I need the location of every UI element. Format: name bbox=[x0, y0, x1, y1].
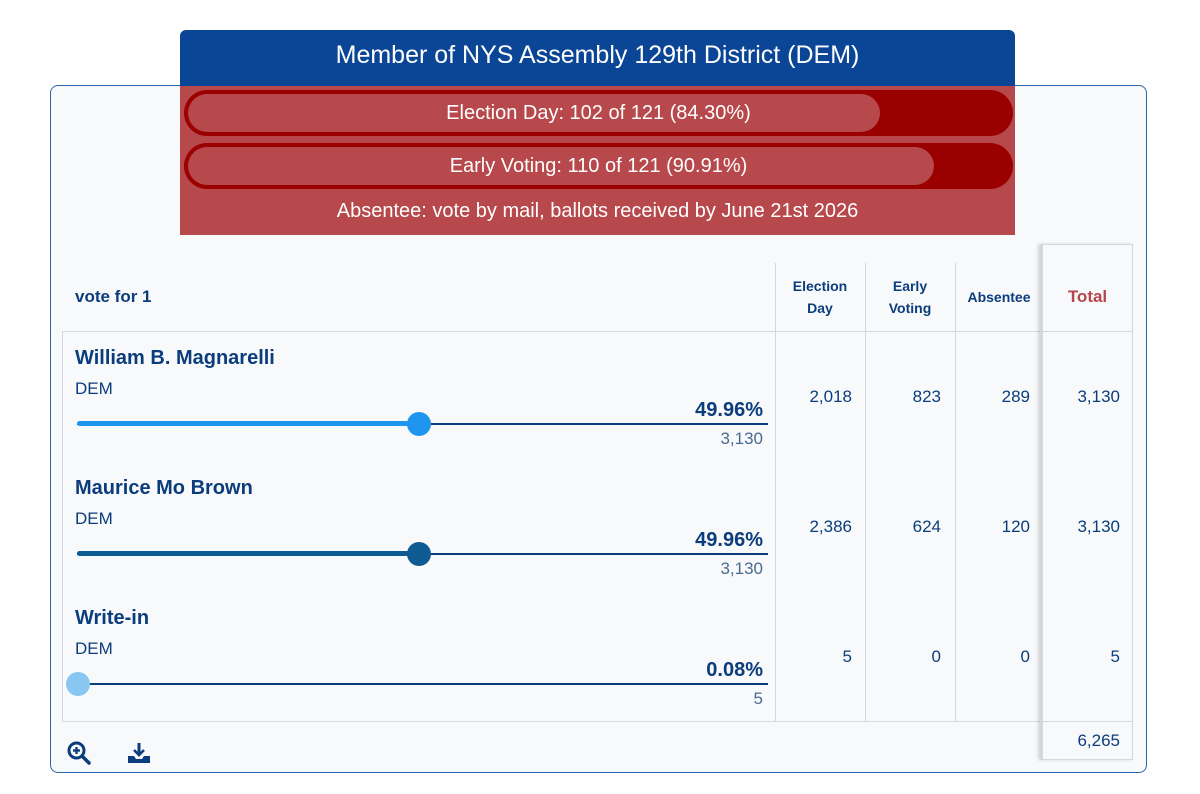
column-divider bbox=[775, 263, 776, 722]
column-header-election-day: Election Day bbox=[792, 278, 848, 316]
column-header-total: Total bbox=[1067, 287, 1108, 306]
candidate-name: William B. Magnarelli bbox=[75, 347, 275, 369]
total-votes: 3,130 bbox=[1077, 387, 1120, 406]
column-divider bbox=[955, 263, 956, 722]
absentee-votes: 120 bbox=[1001, 517, 1030, 536]
early-voting-progress-fill bbox=[188, 147, 935, 185]
candidate-percent: 49.96% bbox=[695, 399, 763, 421]
early-voting-progress-label: Early Voting: 110 of 121 (90.91%) bbox=[449, 155, 748, 177]
election-day-votes: 2,018 bbox=[809, 387, 852, 406]
candidate-share-knob[interactable] bbox=[65, 672, 90, 696]
download-icon[interactable] bbox=[126, 740, 152, 766]
candidate-votes: 3,130 bbox=[720, 559, 763, 578]
column-header-absentee: Absentee bbox=[967, 289, 1031, 305]
reporting-status-panel: Election Day: 102 of 121 (84.30%) Early … bbox=[180, 86, 1015, 235]
election-day-progress: Election Day: 102 of 121 (84.30%) bbox=[184, 90, 1013, 136]
election-day-progress-fill bbox=[188, 94, 881, 132]
candidate-share-slider[interactable] bbox=[77, 412, 768, 436]
total-votes: 3,130 bbox=[1077, 517, 1120, 536]
total-votes: 5 bbox=[1110, 647, 1120, 666]
candidate-votes: 5 bbox=[753, 689, 763, 708]
absentee-votes: 289 bbox=[1001, 387, 1030, 406]
column-header-early-voting: Early Voting bbox=[888, 278, 932, 316]
candidate-share-slider[interactable] bbox=[65, 672, 768, 696]
candidate-name: Write-in bbox=[75, 607, 150, 629]
absentee-votes: 0 bbox=[1020, 647, 1030, 666]
candidate-percent: 49.96% bbox=[695, 529, 763, 551]
candidate-name: Maurice Mo Brown bbox=[75, 477, 253, 499]
vote-for-label: vote for 1 bbox=[75, 287, 152, 306]
zoom-in-icon[interactable] bbox=[66, 740, 92, 766]
election-day-votes: 2,386 bbox=[809, 517, 852, 536]
candidate-share-knob[interactable] bbox=[406, 542, 431, 566]
early-voting-votes: 823 bbox=[912, 387, 941, 406]
candidate-share-slider[interactable] bbox=[77, 542, 768, 566]
early-voting-votes: 624 bbox=[912, 517, 941, 536]
candidate-share-knob[interactable] bbox=[406, 412, 431, 436]
column-divider bbox=[865, 263, 866, 722]
early-voting-votes: 0 bbox=[931, 647, 941, 666]
candidate-share-fill bbox=[77, 551, 419, 556]
candidate-votes: 3,130 bbox=[720, 429, 763, 448]
candidate-party: DEM bbox=[75, 509, 113, 528]
absentee-note: Absentee: vote by mail, ballots received… bbox=[336, 200, 859, 222]
candidate-share-fill bbox=[77, 421, 419, 426]
total-column bbox=[1040, 244, 1133, 760]
candidate-party: DEM bbox=[75, 639, 113, 658]
results-grid bbox=[62, 331, 1132, 722]
candidate-party: DEM bbox=[75, 379, 113, 398]
candidate-percent: 0.08% bbox=[706, 659, 763, 681]
grand-total: 6,265 bbox=[1077, 731, 1120, 750]
election-day-votes: 5 bbox=[842, 647, 852, 666]
contest-title: Member of NYS Assembly 129th District (D… bbox=[180, 30, 1015, 86]
election-day-progress-label: Election Day: 102 of 121 (84.30%) bbox=[446, 102, 751, 124]
early-voting-progress: Early Voting: 110 of 121 (90.91%) bbox=[184, 143, 1013, 189]
